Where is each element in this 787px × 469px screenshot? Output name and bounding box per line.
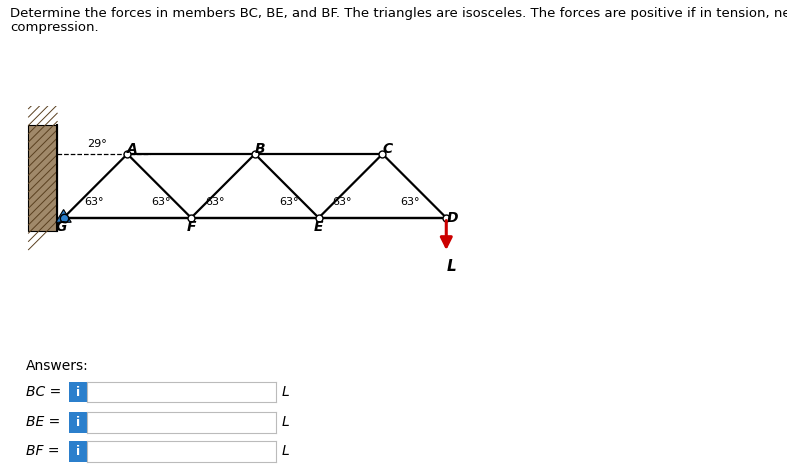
Text: E: E — [314, 220, 323, 234]
Text: 63°: 63° — [333, 197, 353, 207]
Text: 29°: 29° — [87, 139, 106, 149]
Text: L: L — [282, 444, 290, 458]
Text: Determine the forces in members BC, BE, and BF. The triangles are isosceles. The: Determine the forces in members BC, BE, … — [10, 7, 787, 20]
Text: i: i — [76, 386, 80, 399]
Text: BC =: BC = — [26, 385, 61, 399]
Text: i: i — [76, 416, 80, 429]
Text: L: L — [282, 385, 290, 399]
Polygon shape — [28, 125, 57, 231]
Text: 63°: 63° — [151, 197, 171, 207]
Text: B: B — [255, 142, 265, 156]
Text: compression.: compression. — [10, 21, 99, 34]
Polygon shape — [56, 210, 72, 222]
Text: Answers:: Answers: — [26, 359, 89, 373]
Text: BF =: BF = — [26, 444, 60, 458]
Text: C: C — [382, 142, 393, 156]
Text: L: L — [446, 259, 456, 274]
Text: 63°: 63° — [400, 197, 419, 207]
Text: 63°: 63° — [279, 197, 298, 207]
Text: L: L — [282, 415, 290, 429]
Text: 63°: 63° — [205, 197, 224, 207]
Text: G: G — [55, 220, 67, 234]
Text: 63°: 63° — [84, 197, 103, 207]
Text: A: A — [127, 142, 138, 156]
Text: i: i — [76, 445, 80, 458]
Text: D: D — [447, 211, 458, 225]
Text: BE =: BE = — [26, 415, 61, 429]
Text: F: F — [187, 220, 196, 234]
